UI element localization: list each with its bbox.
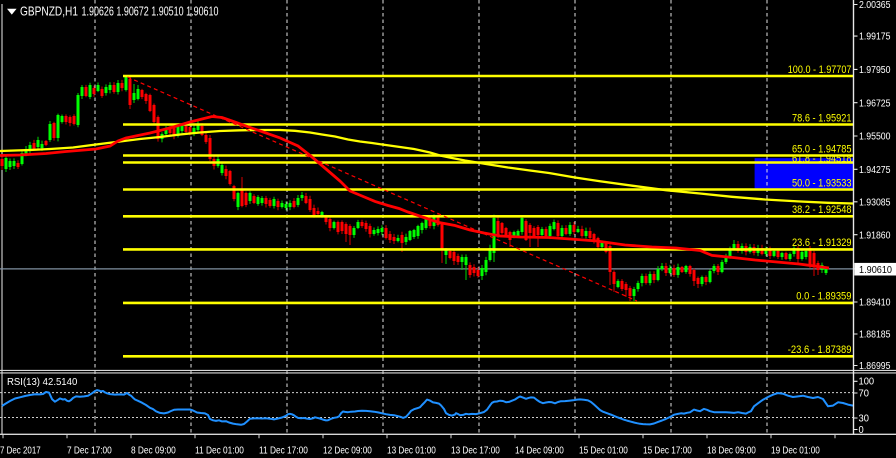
svg-text:13 Dec 01:00: 13 Dec 01:00 [387,446,436,457]
svg-text:11 Dec 17:00: 11 Dec 17:00 [259,446,308,457]
svg-text:-23.6 - 1.87389: -23.6 - 1.87389 [788,344,852,356]
svg-text:0.0 - 1.89359: 0.0 - 1.89359 [796,291,851,303]
svg-text:1.91860: 1.91860 [859,230,891,241]
svg-text:1.96725: 1.96725 [859,98,891,109]
svg-text:19 Dec 01:00: 19 Dec 01:00 [771,446,820,457]
svg-text:1.95500: 1.95500 [859,132,891,143]
svg-text:1.93085: 1.93085 [859,197,891,208]
svg-text:18 Dec 09:00: 18 Dec 09:00 [707,446,756,457]
svg-text:7 Dec 2017: 7 Dec 2017 [0,446,41,457]
svg-text:100.0 - 1.97707: 100.0 - 1.97707 [788,64,852,76]
svg-text:2.00365: 2.00365 [859,0,891,11]
svg-text:70: 70 [859,388,870,399]
svg-text:13 Dec 17:00: 13 Dec 17:00 [451,446,500,457]
svg-text:65.0 - 1.94785: 65.0 - 1.94785 [792,143,852,155]
svg-text:1.97950: 1.97950 [859,65,891,76]
svg-text:1.88185: 1.88185 [859,330,891,341]
svg-text:11 Dec 01:00: 11 Dec 01:00 [195,446,244,457]
svg-text:1.90626 1.90672 1.90510 1.9061: 1.90626 1.90672 1.90510 1.90610 [82,3,219,18]
svg-text:0: 0 [859,425,865,436]
svg-text:1.90610: 1.90610 [859,265,892,276]
svg-text:1.99175: 1.99175 [859,32,891,43]
svg-text:61.8 - 1.94518: 61.8 - 1.94518 [792,153,852,165]
svg-text:38.2 - 1.92548: 38.2 - 1.92548 [792,204,852,216]
svg-text:50.0 - 1.93533: 50.0 - 1.93533 [792,177,852,189]
svg-text:78.6 - 1.95921: 78.6 - 1.95921 [792,112,852,124]
svg-text:GBPNZD,H1: GBPNZD,H1 [20,3,78,18]
svg-text:100: 100 [859,377,875,388]
svg-text:RSI(13) 42.5140: RSI(13) 42.5140 [7,376,77,388]
svg-text:12 Dec 09:00: 12 Dec 09:00 [323,446,372,457]
svg-text:15 Dec 17:00: 15 Dec 17:00 [643,446,692,457]
svg-text:14 Dec 09:00: 14 Dec 09:00 [515,446,564,457]
svg-text:23.6 - 1.91329: 23.6 - 1.91329 [792,237,852,249]
svg-text:15 Dec 01:00: 15 Dec 01:00 [579,446,628,457]
svg-text:7 Dec 17:00: 7 Dec 17:00 [67,446,112,457]
svg-text:8 Dec 09:00: 8 Dec 09:00 [131,446,176,457]
svg-text:1.89410: 1.89410 [859,298,891,309]
svg-text:1.94275: 1.94275 [859,165,891,176]
svg-text:1.86995: 1.86995 [859,361,891,372]
svg-text:30: 30 [859,413,870,424]
